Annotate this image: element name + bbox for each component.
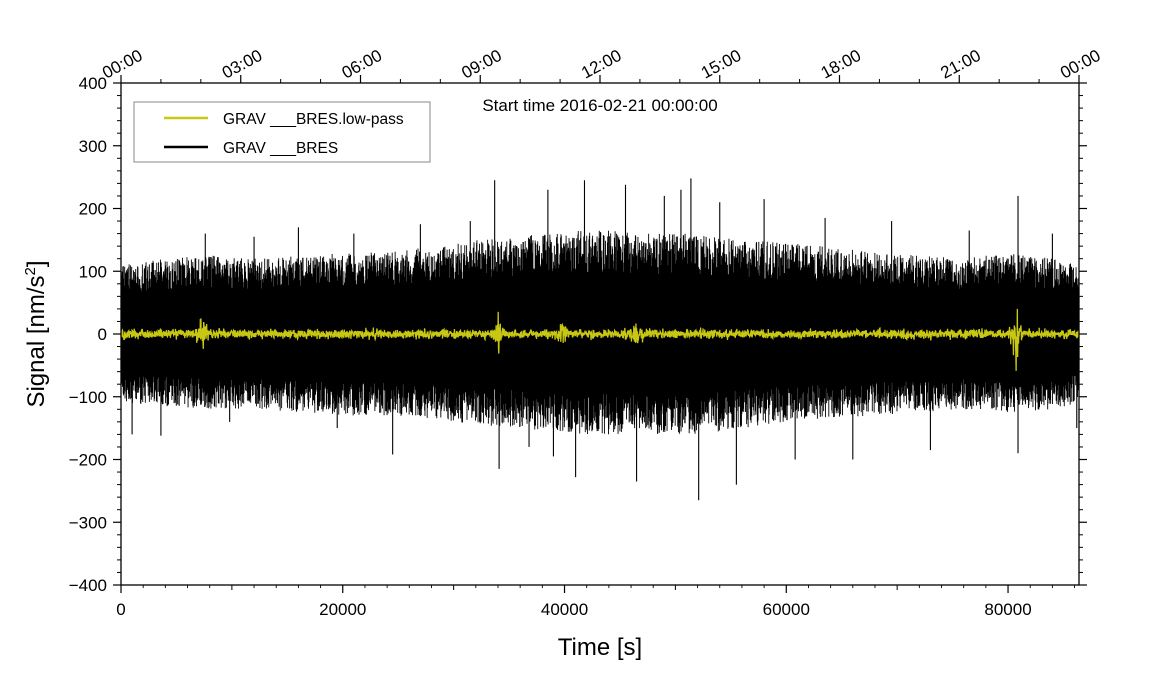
y-tick-label: −100 <box>69 388 107 407</box>
y-tick-label: 300 <box>79 137 107 156</box>
x-tick-label: 80000 <box>984 600 1031 619</box>
x-tick-label: 0 <box>116 600 125 619</box>
x-axis-title: Time [s] <box>558 634 642 661</box>
x-tick-label: 60000 <box>763 600 810 619</box>
y-tick-label: 0 <box>98 325 107 344</box>
y-tick-label: −300 <box>69 513 107 532</box>
top-tick-label: 18:00 <box>818 46 864 83</box>
legend-label-lowpass: GRAV ___BRES.low-pass <box>223 111 404 128</box>
legend-label-raw: GRAV ___BRES <box>223 140 338 157</box>
x-tick-label: 40000 <box>541 600 588 619</box>
top-tick-label: 00:00 <box>1057 46 1103 83</box>
plot-data-layer <box>120 178 1080 501</box>
legend: GRAV ___BRES.low-pass GRAV ___BRES <box>133 101 431 163</box>
y-axis-title-main: Signal [nm/s <box>23 275 50 407</box>
top-tick-label: 09:00 <box>458 46 504 83</box>
y-axis-title-superscript: 2 <box>22 267 39 275</box>
top-tick-label: 00:00 <box>99 46 145 83</box>
top-tick-label: 21:00 <box>937 46 983 83</box>
x-tick-label: 20000 <box>319 600 366 619</box>
y-tick-label: 400 <box>79 74 107 93</box>
legend-box <box>133 101 431 163</box>
start-time-annotation: Start time 2016-02-21 00:00:00 <box>482 96 717 115</box>
top-tick-label: 03:00 <box>219 46 265 83</box>
top-tick-label: 06:00 <box>339 46 385 83</box>
y-tick-label: 200 <box>79 200 107 219</box>
y-tick-label: −400 <box>69 576 107 595</box>
y-axis-title-end: ] <box>23 260 50 267</box>
series-lowpass-line <box>120 308 1080 371</box>
y-axis-title: Signal [nm/s2] <box>22 260 50 407</box>
y-tick-label: 100 <box>79 262 107 281</box>
y-tick-label: −200 <box>69 451 107 470</box>
top-tick-label: 12:00 <box>578 46 624 83</box>
top-tick-label: 15:00 <box>698 46 744 83</box>
